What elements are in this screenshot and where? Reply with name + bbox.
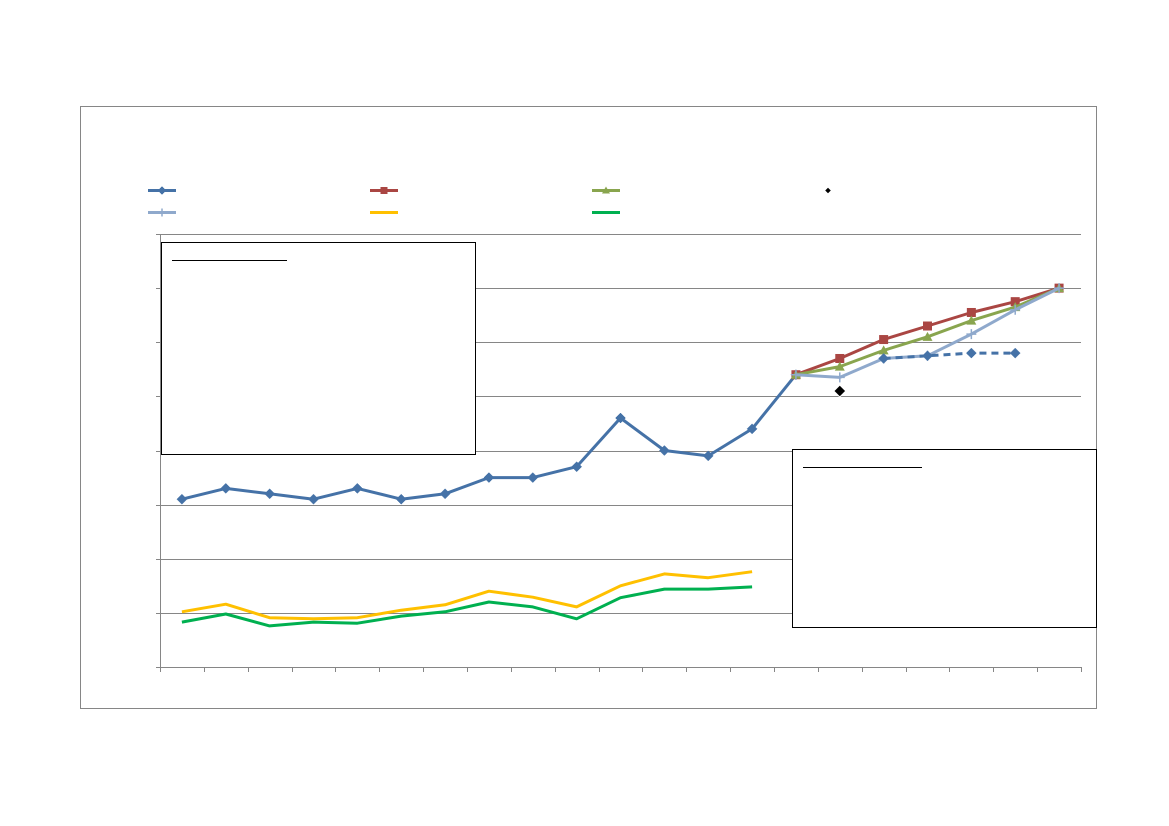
marker	[966, 315, 977, 325]
legend-entry	[823, 186, 833, 195]
marker	[352, 483, 363, 494]
series-line	[181, 585, 753, 628]
marker	[483, 472, 495, 483]
legend-entry	[148, 186, 176, 195]
legend-entry	[592, 186, 620, 194]
marker	[879, 335, 889, 345]
marker	[833, 384, 847, 398]
marker	[380, 187, 388, 194]
marker	[878, 345, 889, 355]
marker	[395, 493, 407, 505]
marker	[659, 445, 670, 456]
legend-entry	[148, 208, 176, 217]
marker	[834, 372, 845, 383]
marker	[966, 307, 976, 317]
series-line	[181, 570, 753, 621]
marker	[527, 472, 539, 483]
marker	[176, 493, 188, 505]
marker	[702, 450, 714, 462]
marker	[1009, 347, 1021, 359]
marker	[923, 321, 932, 331]
marker	[746, 423, 758, 435]
marker	[835, 353, 845, 363]
marker	[834, 361, 845, 371]
chart-border	[80, 106, 1097, 709]
marker	[823, 186, 833, 195]
marker	[922, 331, 933, 341]
marker	[220, 483, 232, 494]
marker	[1054, 283, 1065, 294]
legend-entry	[370, 187, 398, 194]
marker	[602, 186, 610, 194]
text-box	[161, 242, 476, 455]
marker	[439, 488, 451, 500]
marker	[790, 369, 801, 380]
marker	[878, 353, 889, 364]
marker	[157, 186, 167, 195]
marker	[264, 488, 275, 500]
marker	[1010, 304, 1021, 315]
marker	[308, 493, 319, 505]
series-line	[883, 351, 1016, 360]
text-box	[792, 449, 1097, 628]
marker	[615, 412, 626, 424]
marker	[966, 347, 977, 359]
marker	[922, 350, 933, 362]
marker	[571, 461, 582, 473]
marker	[966, 329, 977, 340]
marker	[158, 208, 166, 217]
marker	[1010, 297, 1020, 307]
